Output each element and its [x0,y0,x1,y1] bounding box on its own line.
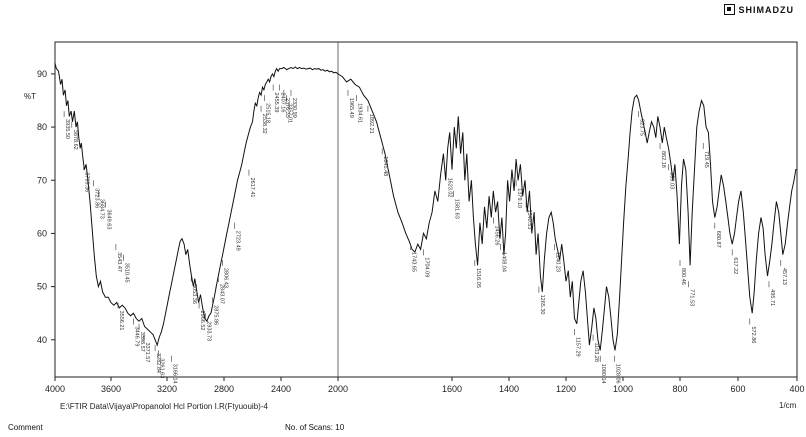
spectrum-line [54,63,797,351]
peak-label: 3446.79 [133,327,139,347]
peak-label: 3166.14 [171,364,177,384]
peak-label: 3261.63 [159,358,165,378]
y-tick-label: 90 [37,69,47,79]
peak-label: 680.87 [715,231,721,248]
peak-label: 1516.05 [475,268,481,288]
peak-label: 3543.47 [116,252,122,272]
peak-label: 2538.32 [261,114,267,134]
peak-label: 3649.63 [105,210,111,230]
comment-label: Comment [8,423,43,432]
y-tick-label: 40 [37,335,47,345]
y-tick-label: 80 [37,122,47,132]
peak-label: 572.86 [750,327,756,344]
peak-label: 1080.14 [600,364,606,384]
peak-label: 1340.53 [526,210,532,230]
peak-label: 2875.86 [213,305,219,325]
x-axis-label: 1/cm [779,401,797,410]
peak-label: 923.75 [639,119,645,136]
peak-label: 1103.28 [593,343,599,362]
peak-label: 3723.86 [94,188,100,208]
peak-label: 800.46 [680,268,686,285]
x-tick-label: 1000 [613,384,633,394]
plot-frame [54,41,798,378]
y-tick-label: 50 [37,282,47,292]
peak-label: 1892.21 [368,114,374,134]
y-tick-label: 60 [37,228,47,238]
scan-count: No. of Scans: 10 [285,423,345,432]
peak-label: 3935.50 [64,119,70,139]
peak-label: 3398.57 [139,332,145,352]
peak-label: 2617.41 [249,178,255,198]
x-tick-label: 800 [672,384,687,394]
x-tick-label: 3600 [101,384,121,394]
x-tick-label: 600 [730,384,745,394]
peak-label: 2933.73 [206,321,212,341]
peak-label: 2455.39 [273,93,279,113]
shimadzu-logo: SHIMADZU [723,4,795,15]
peak-label: 862.18 [660,151,666,168]
y-tick-label: 70 [37,175,47,185]
peak-label: 1845.48 [382,156,388,176]
logo-mark-icon [723,4,735,15]
peak-label: 1965.49 [348,98,354,118]
peak-label: 2966.52 [199,311,205,331]
chart-title: E:\FTIR Data\Vijaya\Propanolol Hcl Porti… [60,402,268,411]
x-tick-label: 2800 [214,384,234,394]
peak-label: 839.03 [669,172,675,189]
peak-label: 1456.26 [493,226,499,246]
peak-label: 2843.07 [218,284,224,304]
x-tick-label: 2000 [328,384,348,394]
peak-label: 719.45 [703,151,709,168]
peak-label: 2515.18 [265,103,271,123]
peak-label: 2723.49 [235,231,241,251]
peak-label: 3878.62 [72,130,78,150]
peak-label: 1265.30 [539,295,545,315]
peak-label: 3053.36 [191,284,197,304]
peak-label: 1704.09 [424,257,430,277]
x-tick-label: 3200 [157,384,177,394]
peak-label: 3282.84 [155,353,161,373]
peak-label: 1157.29 [575,337,581,356]
peak-label: 1240.23 [555,252,561,272]
peak-label: 3684.73 [98,199,104,219]
x-tick-label: 400 [789,384,804,394]
peak-label: 1028.06 [615,364,621,384]
peak-label: 3556.21 [118,311,124,331]
x-tick-label: 1200 [556,384,576,394]
peak-label: 3799.36 [84,172,90,192]
peak-label: 457.13 [781,268,787,285]
peak-label: 1379.10 [516,188,522,208]
peak-label: 2407.16 [280,93,286,113]
x-tick-label: 1600 [442,384,462,394]
peak-label: 2806.43 [223,268,229,288]
peak-label: 2376.35 [284,98,290,118]
x-tick-label: 2400 [271,384,291,394]
x-tick-label: 4000 [45,384,65,394]
peak-label: 495.71 [769,289,775,306]
peak-label: 617.22 [732,257,738,274]
peak-label: 3510.45 [124,263,130,283]
peak-label: 1408.04 [500,252,506,272]
peak-label: 1581.63 [453,199,459,219]
peak-label: 1743.65 [411,252,417,272]
peak-label: 1934.61 [357,103,363,123]
peak-label: 771.53 [689,289,695,306]
peak-label: 2357.01 [287,103,293,123]
peak-label: 2330.99 [291,98,297,118]
x-tick-label: 1400 [499,384,519,394]
peak-label: 1623.02 [446,178,452,198]
y-axis-label: %T [24,92,36,101]
logo-text: SHIMADZU [738,4,794,15]
peak-label: 3371.57 [144,343,150,363]
